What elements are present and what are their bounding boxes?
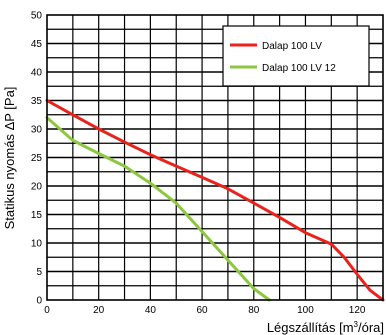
x-axis-title-superscript: 3: [354, 320, 359, 329]
y-tick-label: 50: [31, 11, 43, 22]
x-axis-title: Légszállítás [m3/óra]: [267, 320, 384, 335]
legend-label-dalap-100-lv-12: Dalap 100 LV 12: [262, 63, 336, 74]
tick-labels: 0 5 10 15 20 25 30 35 40 45 50 0 20 40 60 80 100 120: [31, 11, 366, 317]
x-tick-label: 80: [248, 305, 260, 316]
series-line-1: [45, 116, 271, 302]
series-line-0: [45, 99, 385, 302]
y-tick-label: 40: [31, 68, 43, 79]
x-tick-label: 100: [297, 305, 314, 316]
y-tick-label: 25: [31, 153, 43, 164]
series-layer: [45, 99, 385, 302]
x-tick-label: 60: [197, 305, 209, 316]
legend-box: [222, 25, 370, 87]
y-tick-label: 45: [31, 39, 43, 50]
x-tick-label: 20: [93, 305, 105, 316]
plot-frame: [46, 14, 384, 301]
y-tick-label: 15: [31, 210, 43, 221]
y-tick-label: 35: [31, 96, 43, 107]
y-tick-label: 5: [36, 267, 42, 278]
x-axis-title-text: Légszállítás [m: [267, 320, 354, 335]
legend: Dalap 100 LV Dalap 100 LV 12: [222, 25, 370, 87]
x-tick-label: 120: [349, 305, 366, 316]
legend-label-dalap-100-lv: Dalap 100 LV: [262, 41, 322, 52]
x-axis-title-end: /óra]: [358, 320, 384, 335]
y-tick-label: 20: [31, 182, 43, 193]
y-axis-title: Statikus nyomás ΔP [Pa]: [2, 87, 17, 230]
x-tick-label: 40: [145, 305, 157, 316]
x-tick-label: 0: [44, 305, 50, 316]
y-tick-label: 10: [31, 239, 43, 250]
y-tick-label: 0: [36, 296, 42, 307]
y-tick-label: 30: [31, 125, 43, 136]
